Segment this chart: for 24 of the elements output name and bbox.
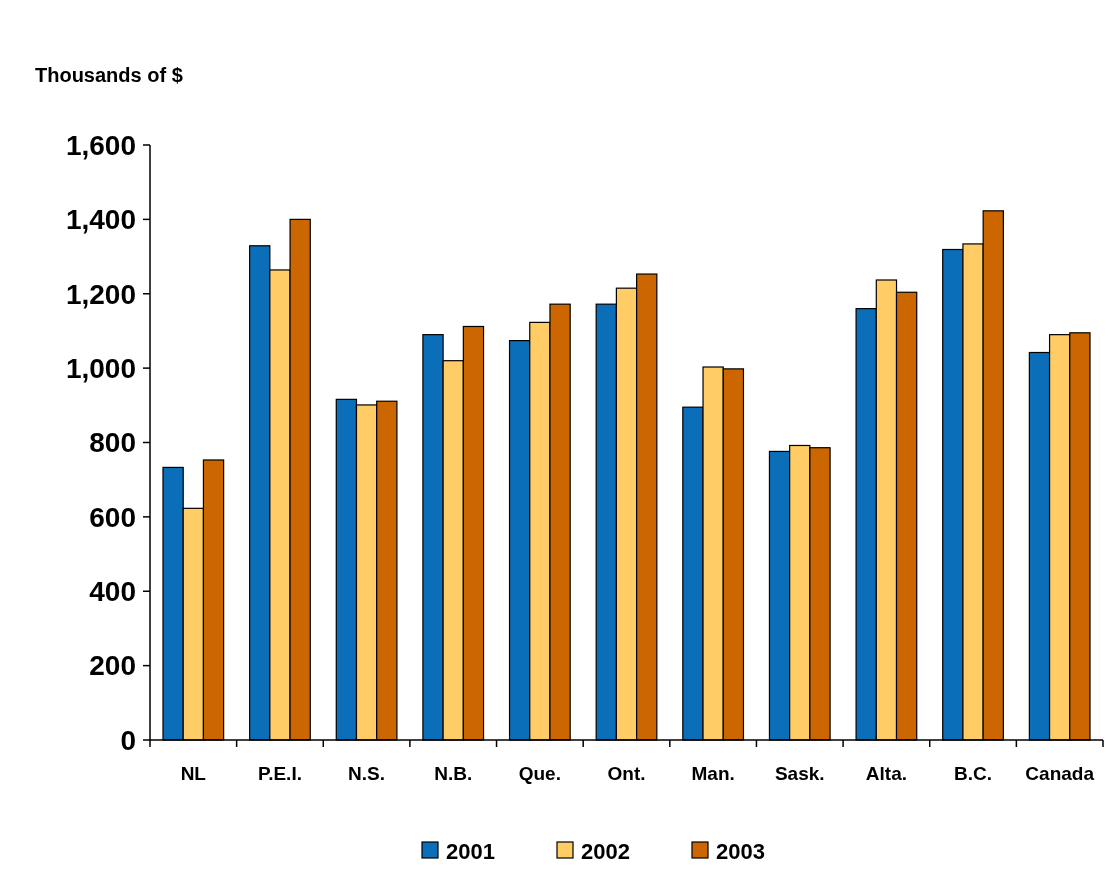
y-tick-label: 800 bbox=[89, 427, 136, 459]
y-tick-label: 1,200 bbox=[65, 278, 136, 310]
x-tick-label: N.S. bbox=[348, 763, 386, 784]
x-tick-label: Man. bbox=[691, 763, 735, 784]
y-tick-label: 600 bbox=[89, 501, 136, 533]
y-tick-label: 1,400 bbox=[65, 204, 136, 236]
legend-label: 2002 bbox=[581, 838, 630, 864]
y-tick-label: 0 bbox=[120, 724, 136, 756]
x-tick-label: Sask. bbox=[774, 763, 825, 784]
x-tick-label: N.B. bbox=[434, 763, 473, 784]
legend-label: 2001 bbox=[446, 838, 495, 864]
x-tick-label: Que. bbox=[518, 763, 561, 784]
x-tick-label: NL bbox=[180, 763, 207, 784]
x-tick-label: B.C. bbox=[954, 763, 993, 784]
y-tick-label: 200 bbox=[89, 650, 136, 682]
x-tick-label: Canada bbox=[1025, 763, 1095, 784]
y-tick-label: 1,000 bbox=[65, 352, 136, 384]
y-tick-label: 400 bbox=[89, 576, 136, 608]
x-tick-label: P.E.I. bbox=[257, 763, 302, 784]
x-tick-label: Alta. bbox=[865, 763, 907, 784]
x-tick-label: Ont. bbox=[607, 763, 646, 784]
legend-label: 2003 bbox=[716, 838, 765, 864]
y-axis-title: Thousands of $ bbox=[35, 64, 183, 86]
y-tick-label: 1,600 bbox=[65, 129, 136, 161]
